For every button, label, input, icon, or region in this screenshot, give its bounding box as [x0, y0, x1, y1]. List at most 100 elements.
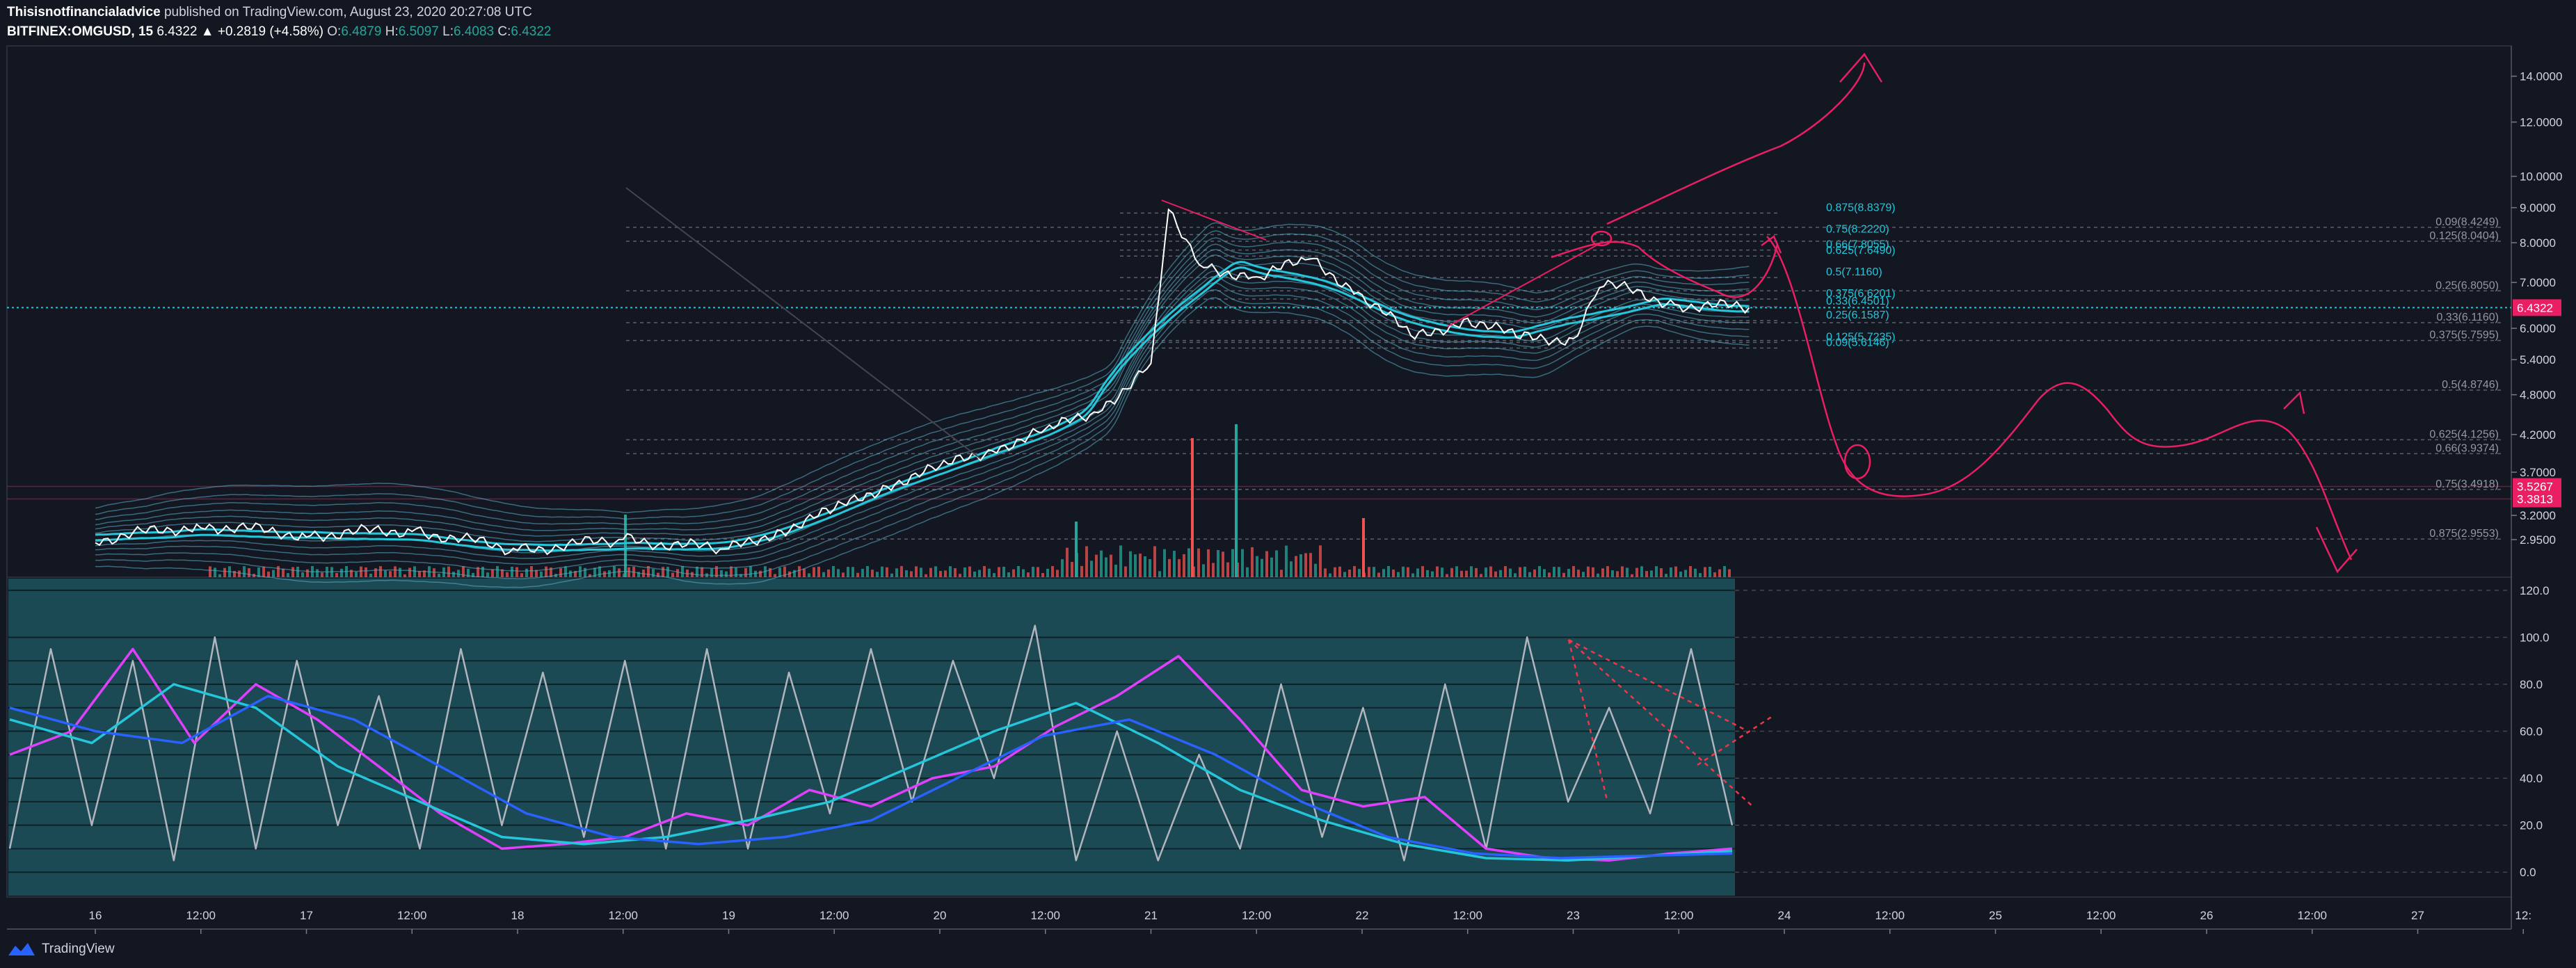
volume-bar — [306, 569, 309, 577]
envelope-band — [95, 254, 1750, 542]
envelope-band — [95, 265, 1750, 554]
volume-bar — [291, 567, 294, 577]
volume-bar — [462, 566, 465, 577]
fib-left-label: 0.5(7.1160) — [1826, 266, 1882, 278]
volume-bar — [1723, 566, 1726, 577]
volume-bar — [1460, 570, 1463, 577]
fib-right-label: 0.09(8.4249) — [2435, 216, 2499, 228]
volume-bar — [1635, 567, 1638, 577]
volume-bar — [988, 568, 991, 577]
forecast-arrow-down-head — [2315, 526, 2358, 574]
price-axis-label: 4.2000 — [2520, 428, 2556, 442]
price-axis-label: 6.0000 — [2520, 322, 2556, 335]
volume-bar — [535, 570, 538, 577]
osc-axis-label: 0.0 — [2520, 866, 2536, 879]
volume-bar — [545, 566, 547, 577]
time-axis-label: 16 — [89, 909, 102, 922]
volume-bar — [813, 567, 815, 577]
volume-bar — [998, 567, 1000, 577]
volume-bar — [257, 567, 260, 577]
price-axis-label: 12.0000 — [2520, 116, 2562, 129]
volume-bar — [1470, 566, 1473, 577]
volume-bar — [1007, 572, 1010, 577]
time-axis-label: 27 — [2411, 909, 2424, 922]
volume-bar — [1699, 573, 1702, 577]
symbol-name[interactable]: BITFINEX:OMGUSD, 15 — [7, 24, 154, 39]
time-axis-label: 12: — [2515, 909, 2531, 922]
volume-bar — [1626, 567, 1629, 577]
volume-bar — [1582, 572, 1585, 577]
volume-bar — [647, 566, 650, 577]
volume-bar — [1027, 572, 1030, 577]
forecast-arrow-up-head — [1839, 52, 1883, 83]
fib-left-label: 0.875(8.8379) — [1826, 202, 1896, 213]
volume-spike — [1362, 518, 1365, 577]
volume-bar — [491, 569, 494, 577]
volume-bar — [886, 567, 888, 577]
volume-bar — [1538, 566, 1541, 577]
volume-bar — [1548, 572, 1551, 577]
volume-bar — [1577, 570, 1580, 577]
volume-bar — [1397, 572, 1400, 577]
fib-left-label: 0.75(8.2220) — [1826, 223, 1889, 235]
time-axis-label: 12:00 — [608, 909, 638, 922]
tradingview-logo[interactable]: TradingView — [7, 939, 115, 960]
volume-bar — [301, 572, 304, 577]
volume-bar — [321, 572, 323, 577]
volume-bar — [1202, 564, 1205, 577]
volume-bar — [1660, 568, 1663, 577]
volume-bar — [355, 572, 358, 577]
price-axis-label: 8.0000 — [2520, 236, 2556, 250]
time-axis-label: 17 — [300, 909, 313, 922]
volume-bar — [1504, 566, 1507, 577]
volume-bar — [574, 570, 577, 577]
envelope-band — [95, 222, 1750, 514]
volume-bar — [798, 566, 801, 577]
volume-bar — [1144, 556, 1146, 577]
volume-bar — [267, 571, 270, 577]
volume-bar — [959, 574, 961, 577]
volume-spike — [1235, 424, 1238, 577]
volume-bar — [1558, 567, 1560, 577]
volume-bar — [939, 571, 942, 577]
volume-bar — [486, 572, 489, 577]
osc-red-line-4 — [1697, 715, 1773, 766]
fib-right-label: 0.33(6.1160) — [2436, 312, 2499, 323]
volume-bar — [1017, 566, 1020, 577]
volume-bar — [1465, 570, 1468, 577]
volume-bar — [584, 567, 586, 577]
volume-bar — [871, 570, 874, 577]
volume-bar — [472, 572, 474, 577]
volume-bar — [618, 568, 621, 577]
time-axis-label: 12:00 — [2086, 909, 2116, 922]
chart-header: Thisisnotfinancialadvice published on Tr… — [7, 3, 552, 45]
volume-bar — [915, 566, 918, 577]
envelope-band — [95, 289, 1750, 579]
fib-right-label: 0.25(6.8050) — [2435, 280, 2499, 291]
publisher-name[interactable]: Thisisnotfinancialadvice — [7, 5, 161, 19]
volume-bar — [627, 567, 630, 577]
price-axis-label: 3.7000 — [2520, 466, 2556, 479]
fib-left-label: 0.625(7.6490) — [1826, 245, 1896, 257]
volume-bar — [900, 566, 903, 577]
moving-average-line — [95, 266, 1750, 552]
fib-right-label: 0.66(3.9374) — [2435, 442, 2499, 454]
volume-bar — [369, 573, 372, 577]
volume-bar — [1387, 566, 1390, 577]
envelope-band — [95, 297, 1750, 588]
volume-bar — [248, 568, 250, 577]
volume-bar — [1129, 551, 1132, 577]
volume-bar — [1071, 562, 1073, 577]
volume-bar — [769, 567, 771, 577]
volume-bar — [296, 566, 299, 577]
volume-bar — [866, 566, 869, 577]
volume-bar — [1431, 571, 1434, 577]
volume-bar — [598, 566, 601, 577]
volume-bar — [335, 572, 338, 577]
volume-bar — [895, 568, 898, 577]
osc-axis-label: 60.0 — [2520, 725, 2543, 739]
envelope-band — [95, 230, 1750, 520]
volume-bar — [262, 566, 265, 577]
volume-bar — [1650, 570, 1653, 577]
